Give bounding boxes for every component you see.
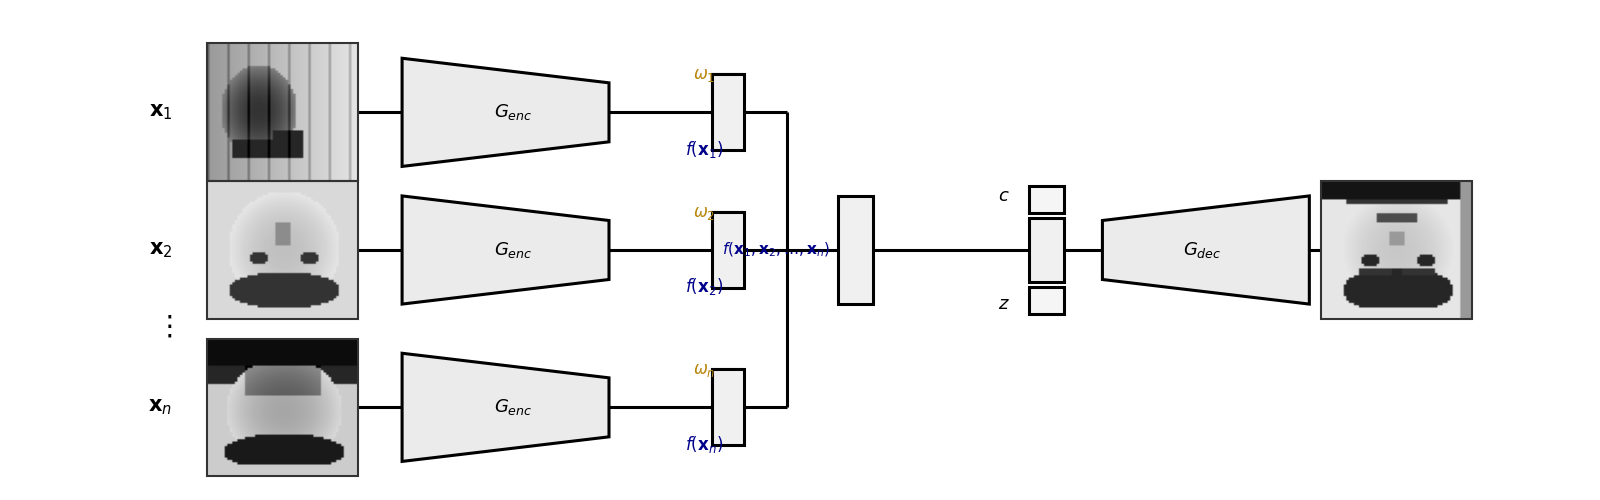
Polygon shape <box>402 353 610 462</box>
Bar <box>1322 181 1472 319</box>
Bar <box>712 212 741 239</box>
Bar <box>1029 186 1064 213</box>
Text: $\omega_{1}$: $\omega_{1}$ <box>693 66 715 84</box>
Text: $f(\mathbf{x}_{n})$: $f(\mathbf{x}_{n})$ <box>685 434 723 454</box>
Text: $G_{enc}$: $G_{enc}$ <box>494 240 533 260</box>
Bar <box>1029 218 1064 282</box>
Bar <box>712 74 744 150</box>
Bar <box>712 212 744 288</box>
Text: $\omega_{n}$: $\omega_{n}$ <box>693 362 715 380</box>
Polygon shape <box>1102 196 1309 304</box>
Text: $G_{enc}$: $G_{enc}$ <box>494 398 533 417</box>
Polygon shape <box>402 196 610 304</box>
Bar <box>712 369 744 446</box>
Text: $\mathbf{x}_{2}$: $\mathbf{x}_{2}$ <box>149 240 173 260</box>
Polygon shape <box>402 58 610 166</box>
Text: $\mathbf{x}_{n}$: $\mathbf{x}_{n}$ <box>149 398 173 417</box>
Text: $\omega_{2}$: $\omega_{2}$ <box>693 204 715 222</box>
Text: $G_{dec}$: $G_{dec}$ <box>1184 240 1222 260</box>
Text: $\mathbf{x}_{1}$: $\mathbf{x}_{1}$ <box>149 102 173 122</box>
Text: $f(\mathbf{x}_{1})$: $f(\mathbf{x}_{1})$ <box>685 138 723 160</box>
Text: $f(\mathbf{x}_1, \mathbf{x}_2, \ldots, \mathbf{x}_n)$: $f(\mathbf{x}_1, \mathbf{x}_2, \ldots, \… <box>722 241 830 259</box>
Text: $G_{enc}$: $G_{enc}$ <box>494 102 533 122</box>
Text: $f(\mathbf{x}_{2})$: $f(\mathbf{x}_{2})$ <box>685 276 723 297</box>
Bar <box>712 74 741 102</box>
Bar <box>1029 287 1064 314</box>
Text: $z$: $z$ <box>998 296 1010 314</box>
Bar <box>206 338 358 476</box>
Bar <box>206 181 358 319</box>
Bar <box>712 370 741 396</box>
Bar <box>206 44 358 181</box>
Text: $c$: $c$ <box>998 186 1010 204</box>
Text: $\vdots$: $\vdots$ <box>155 312 173 340</box>
Bar <box>838 196 874 304</box>
